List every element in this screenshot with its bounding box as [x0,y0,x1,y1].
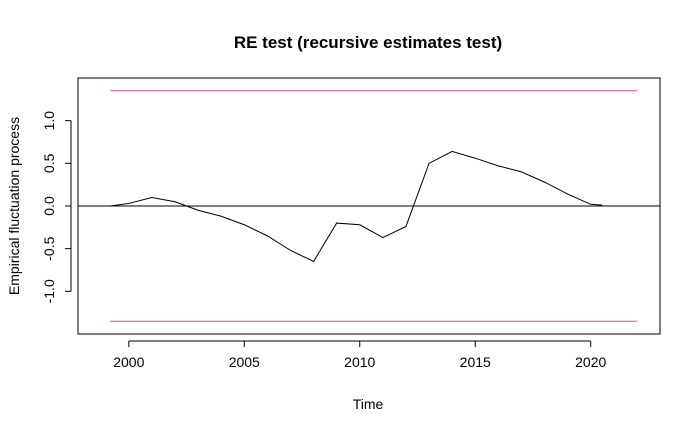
series-line-0 [110,150,603,263]
x-tick-label: 2000 [113,354,144,370]
y-tick-label: 0.5 [41,153,57,173]
x-axis: 2000 2005 2010 2015 2020 [113,340,606,370]
y-tick-label: -0.5 [41,236,57,260]
x-tick-label: 2005 [229,354,260,370]
y-axis: -1.0 -0.5 0.0 0.5 1.0 [41,111,72,303]
x-tick-label: 2010 [344,354,375,370]
y-tick-label: -1.0 [41,279,57,303]
y-tick-label: 1.0 [41,111,57,131]
y-axis-label: Empirical fluctuation process [6,117,22,295]
x-tick-label: 2020 [575,354,606,370]
x-tick-label: 2015 [460,354,491,370]
reference-lines [78,90,660,322]
x-axis-label: Time [353,396,384,412]
series-layer [110,150,603,263]
y-tick-label: 0.0 [41,196,57,216]
chart-title: RE test (recursive estimates test) [234,33,502,52]
